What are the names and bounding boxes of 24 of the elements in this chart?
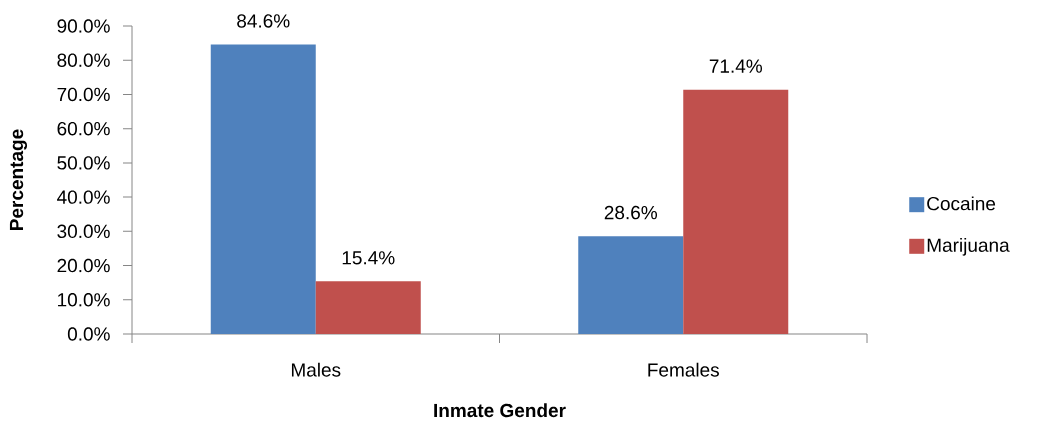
y-tick-label: 80.0% <box>57 53 110 67</box>
y-tick-label: 30.0% <box>57 224 110 239</box>
bar <box>210 44 316 334</box>
x-axis-title: Inmate Gender <box>434 403 566 418</box>
legend-label: Marijuana <box>927 238 1010 256</box>
y-tick-label: 10.0% <box>58 293 110 307</box>
y-axis-title: Percentage <box>9 129 28 230</box>
y-tick-label: 0.0% <box>67 327 110 341</box>
data-label: 84.6% <box>237 14 290 28</box>
y-tick-label: 90.0% <box>57 19 110 33</box>
y-tick-label: 40.0% <box>57 190 110 204</box>
x-tick-label: Females <box>648 362 719 377</box>
legend-label: Cocaine <box>927 196 996 211</box>
bar <box>683 89 789 334</box>
data-label: 28.6% <box>604 205 658 220</box>
x-tick-label: Males <box>291 362 341 377</box>
bar <box>315 281 421 334</box>
y-tick-label: 60.0% <box>57 121 110 136</box>
bar <box>578 236 684 334</box>
y-tick-label: 20.0% <box>57 258 110 273</box>
data-label: 15.4% <box>342 251 395 265</box>
y-tick-label: 50.0% <box>57 156 110 170</box>
y-tick-label: 70.0% <box>57 87 110 102</box>
data-label: 71.4% <box>709 59 763 73</box>
